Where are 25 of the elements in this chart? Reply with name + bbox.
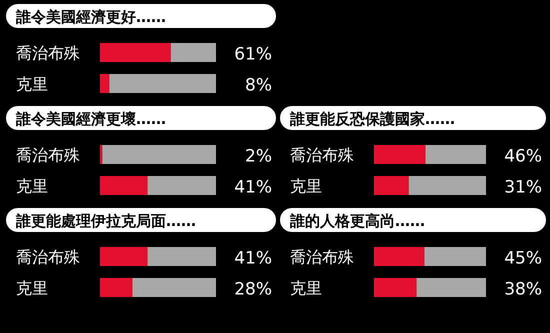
y-tick-label: 克里 [16, 176, 48, 196]
chart-title: 誰更能處理伊拉克局面…… [15, 212, 196, 230]
data-label: 45% [504, 248, 542, 268]
y-tick-label: 克里 [290, 176, 322, 196]
y-tick-label: 喬治布殊 [290, 248, 354, 266]
data-label: 2% [245, 146, 272, 166]
y-tick-label: 克里 [16, 278, 48, 298]
data-label: 38% [504, 280, 542, 300]
chart-title: 誰令美國經濟更好…… [15, 8, 166, 26]
data-label: 28% [234, 280, 272, 300]
data-label: 46% [504, 146, 542, 166]
y-tick-label: 克里 [16, 74, 48, 94]
y-tick-label: 喬治布殊 [16, 44, 80, 62]
chart-title: 誰的人格更高尚…… [289, 212, 425, 230]
chart-title: 誰更能反恐保護國家…… [289, 110, 455, 128]
data-label: 8% [245, 76, 272, 96]
data-label: 61% [234, 44, 272, 64]
data-label: 31% [504, 178, 542, 198]
y-tick-label: 喬治布殊 [16, 248, 80, 266]
data-label: 41% [234, 178, 272, 198]
y-tick-label: 克里 [290, 278, 322, 298]
chart-title: 誰令美國經濟更壞…… [15, 110, 166, 128]
data-label: 41% [234, 248, 272, 268]
y-tick-label: 喬治布殊 [290, 146, 354, 164]
y-tick-label: 喬治布殊 [16, 146, 80, 164]
